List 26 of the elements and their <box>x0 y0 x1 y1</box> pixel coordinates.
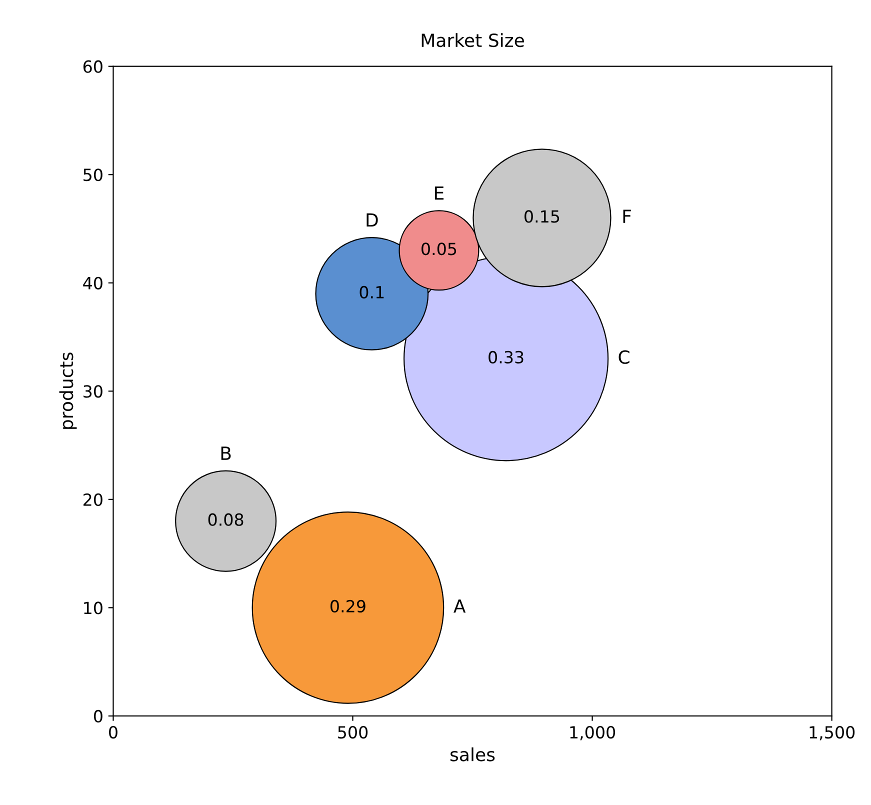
y-tick-label: 0 <box>94 710 102 723</box>
data-label: 0.08 <box>208 513 244 526</box>
data-label: 0.1 <box>360 286 384 299</box>
y-tick-label: 10 <box>84 602 102 614</box>
series-label: B <box>221 446 231 460</box>
chart-title: Market Size <box>422 33 524 48</box>
x-tick-label: 1,000 <box>570 726 616 740</box>
x-tick-label: 500 <box>338 726 368 739</box>
x-axis-title: sales <box>450 747 495 762</box>
series-label: C <box>618 350 630 364</box>
y-tick-label: 60 <box>83 60 102 73</box>
data-label: 0.29 <box>330 600 366 613</box>
y-tick-label: 40 <box>83 276 102 290</box>
data-label: 0.05 <box>422 242 456 256</box>
y-axis-title: products <box>59 352 77 429</box>
y-tick-label: 50 <box>84 168 102 182</box>
x-tick-label: 1,500 <box>810 726 855 740</box>
data-label: 0.33 <box>488 350 524 364</box>
series-label: A <box>454 600 466 613</box>
series-label: E <box>435 186 444 200</box>
y-tick-label: 20 <box>84 493 102 506</box>
series-label: F <box>623 210 631 223</box>
series-label: D <box>366 213 378 227</box>
y-tick-label: 30 <box>84 385 102 398</box>
x-tick-label: 0 <box>109 726 118 739</box>
data-label: 0.15 <box>524 210 560 223</box>
